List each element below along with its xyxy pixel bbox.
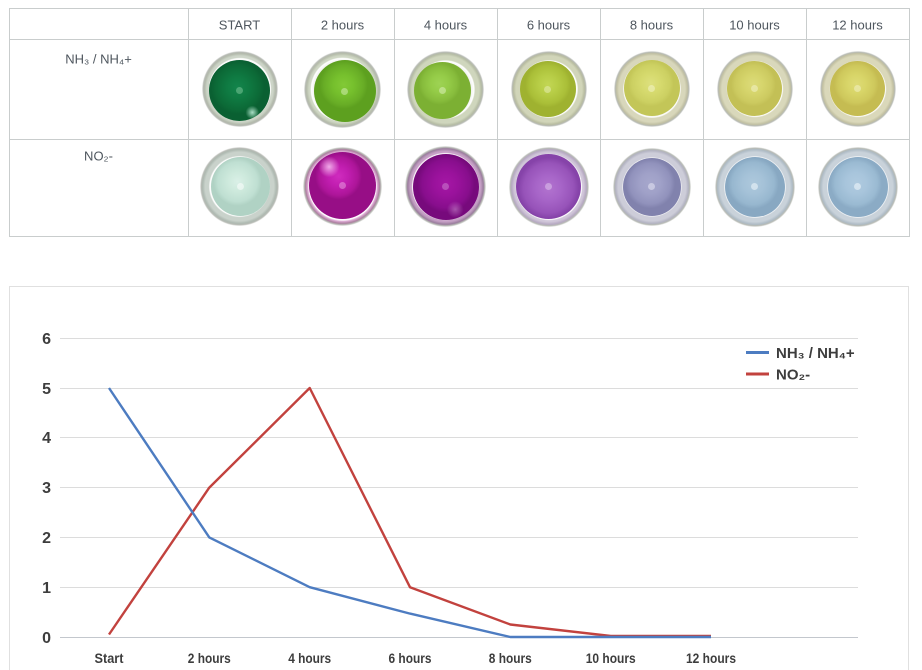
svg-text:6: 6 (42, 331, 51, 348)
svg-text:0: 0 (42, 630, 51, 647)
svg-text:4: 4 (42, 430, 51, 447)
svg-text:5: 5 (42, 381, 51, 398)
svg-text:NH₃ / NH₄+: NH₃ / NH₄+ (776, 345, 855, 362)
svg-text:4 hours: 4 hours (288, 650, 331, 666)
svg-text:2 hours: 2 hours (188, 650, 231, 666)
svg-text:3: 3 (42, 480, 51, 497)
svg-text:8 hours: 8 hours (489, 650, 532, 666)
svg-text:Start: Start (95, 650, 124, 666)
svg-text:2: 2 (42, 530, 51, 547)
svg-text:6 hours: 6 hours (389, 650, 432, 666)
svg-text:1: 1 (42, 580, 51, 597)
svg-text:10 hours: 10 hours (586, 650, 636, 666)
svg-text:NO₂-: NO₂- (776, 367, 810, 384)
svg-text:12 hours: 12 hours (686, 650, 736, 666)
